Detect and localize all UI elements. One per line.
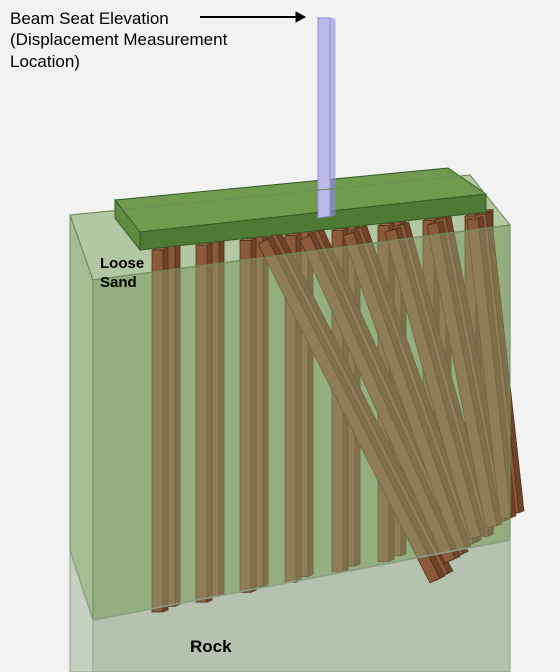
beam-seat-annotation: Beam Seat Elevation (Displacement Measur… xyxy=(10,8,227,72)
title-line3: Location) xyxy=(10,52,80,71)
rock-text: Rock xyxy=(190,637,232,656)
title-line1: Beam Seat Elevation xyxy=(10,9,169,28)
diagram-svg xyxy=(0,0,560,672)
diagram-stage: Beam Seat Elevation (Displacement Measur… xyxy=(0,0,560,672)
rock-label: Rock xyxy=(190,636,232,657)
loose-sand-text: LooseSand xyxy=(100,255,144,291)
loose-sand-label: LooseSand xyxy=(100,255,144,293)
title-line2: (Displacement Measurement xyxy=(10,30,227,49)
